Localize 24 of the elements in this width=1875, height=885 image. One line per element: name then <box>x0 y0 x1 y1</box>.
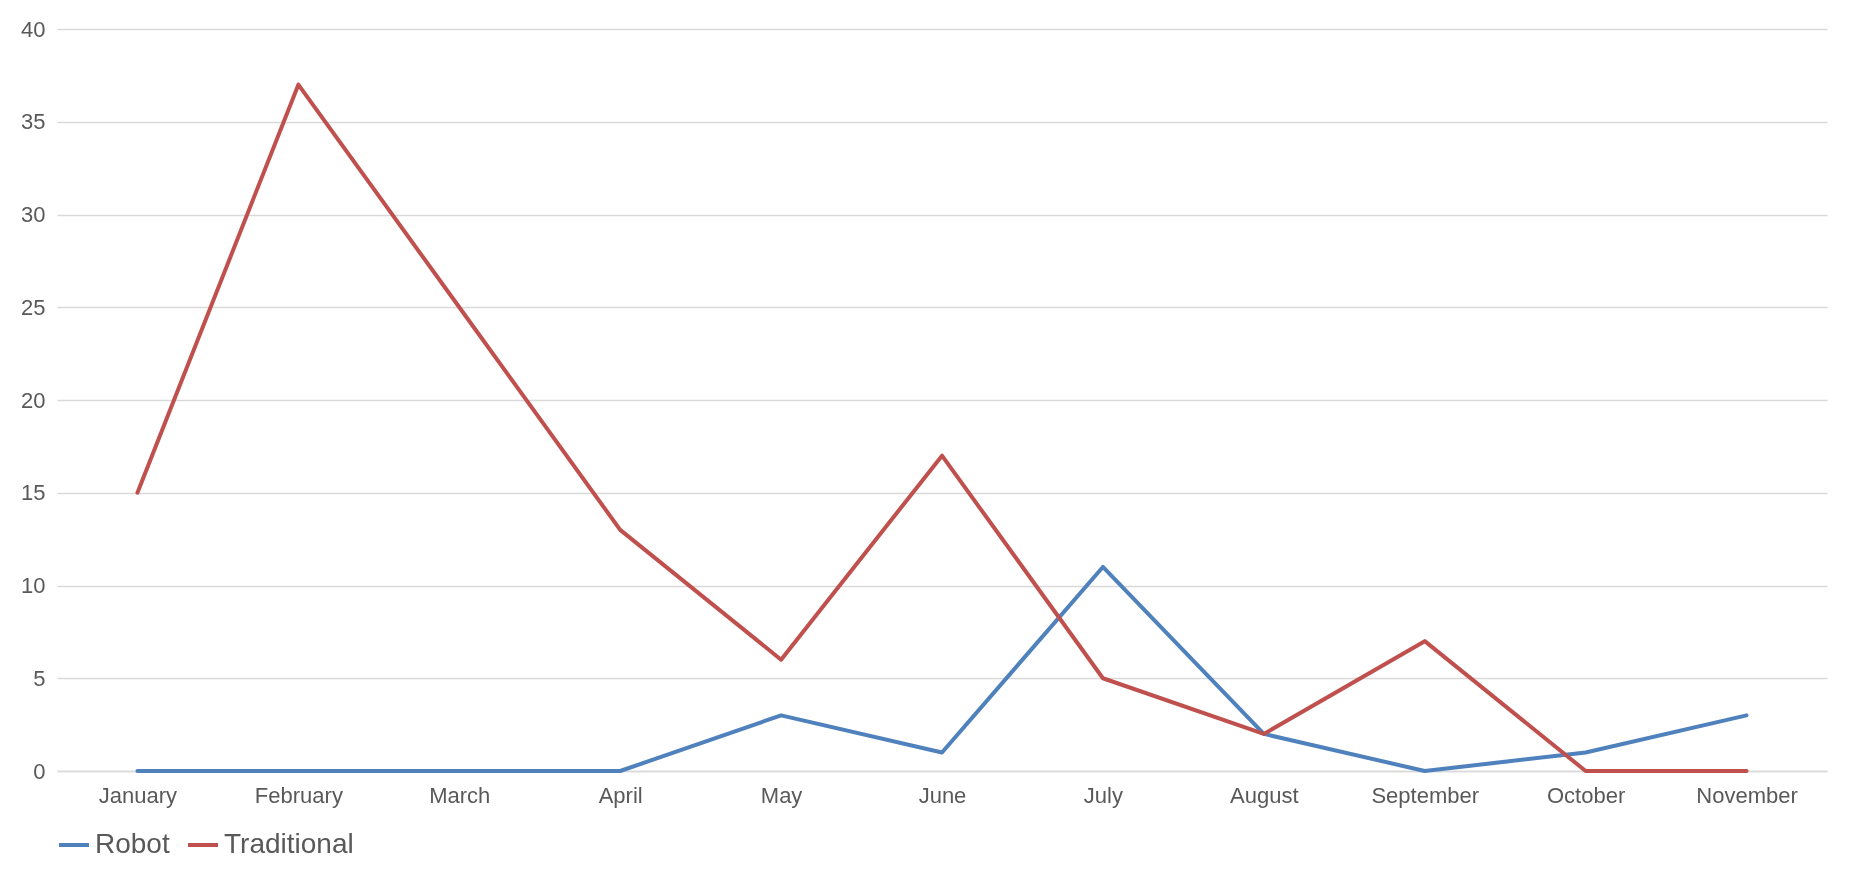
line-series <box>135 564 1749 773</box>
x-tick-label: February <box>254 782 343 808</box>
legend-label: Traditional <box>224 828 354 859</box>
x-tick-label: July <box>1083 782 1123 808</box>
x-tick-label: October <box>1547 782 1626 808</box>
y-tick-label: 10 <box>21 573 46 598</box>
x-tick-label: January <box>98 782 178 808</box>
y-tick-label: 35 <box>21 109 46 135</box>
y-tick-label: 20 <box>21 387 46 413</box>
x-tick-label: November <box>1696 782 1798 808</box>
line-series <box>135 82 1749 773</box>
y-tick-label: 25 <box>21 294 46 320</box>
y-tick-label: 15 <box>21 480 46 506</box>
x-tick-label: March <box>429 782 491 808</box>
y-tick-label: 5 <box>33 665 46 691</box>
x-tick-label: April <box>598 782 643 808</box>
y-tick-label: 0 <box>33 758 46 784</box>
legend-label: Robot <box>95 828 170 859</box>
y-tick-label: 40 <box>21 16 46 42</box>
x-tick-label: May <box>760 782 803 808</box>
x-tick-label: August <box>1230 782 1299 808</box>
y-tick-label: 30 <box>21 202 46 227</box>
x-tick-label: September <box>1371 782 1480 808</box>
x-tick-label: June <box>918 782 967 808</box>
